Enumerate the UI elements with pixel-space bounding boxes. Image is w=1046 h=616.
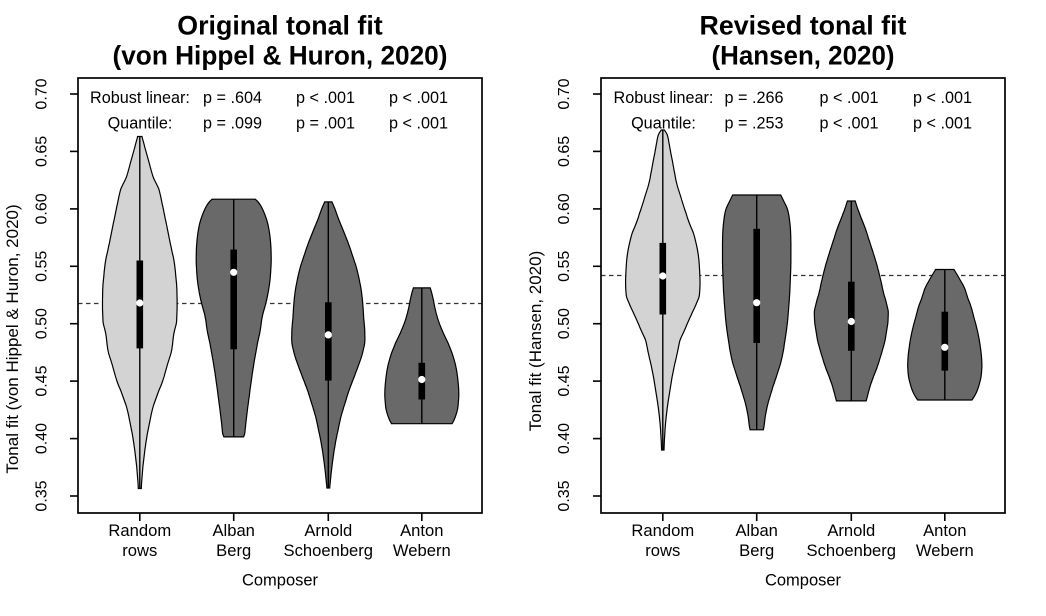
svg-text:p < .001: p < .001 (820, 115, 879, 133)
svg-text:Tonal fit (Hansen, 2020): Tonal fit (Hansen, 2020) (526, 251, 545, 432)
svg-text:0.55: 0.55 (556, 251, 573, 282)
svg-text:(Hansen, 2020): (Hansen, 2020) (712, 41, 895, 71)
svg-text:Webern: Webern (916, 541, 974, 560)
svg-text:p = .001: p = .001 (296, 115, 355, 133)
svg-text:0.50: 0.50 (556, 308, 573, 339)
svg-text:p < .001: p < .001 (913, 115, 972, 133)
svg-text:Anton: Anton (923, 521, 966, 540)
svg-text:p = .266: p = .266 (725, 89, 784, 107)
svg-text:p < .001: p < .001 (296, 89, 355, 107)
svg-text:p = .253: p = .253 (725, 115, 784, 133)
svg-text:p = .604: p = .604 (203, 89, 262, 107)
svg-text:Original tonal fit: Original tonal fit (177, 10, 383, 40)
svg-text:p < .001: p < .001 (389, 115, 448, 133)
svg-text:Arnold: Arnold (304, 521, 352, 540)
svg-text:Berg: Berg (216, 541, 251, 560)
svg-text:Tonal fit (von Hippel & Huron,: Tonal fit (von Hippel & Huron, 2020) (3, 204, 22, 473)
svg-text:0.60: 0.60 (34, 193, 51, 224)
svg-text:rows: rows (122, 541, 157, 560)
svg-text:Revised tonal fit: Revised tonal fit (700, 10, 907, 40)
svg-text:p < .001: p < .001 (820, 89, 879, 107)
svg-text:Alban: Alban (735, 521, 777, 540)
svg-text:Schoenberg: Schoenberg (807, 541, 897, 560)
svg-text:Berg: Berg (739, 541, 774, 560)
svg-text:0.35: 0.35 (34, 480, 51, 511)
svg-text:0.45: 0.45 (34, 365, 51, 396)
svg-text:Webern: Webern (393, 541, 451, 560)
svg-text:Quantile:: Quantile: (108, 115, 173, 133)
svg-text:0.60: 0.60 (556, 193, 573, 224)
svg-text:Schoenberg: Schoenberg (284, 541, 374, 560)
svg-text:p < .001: p < .001 (389, 89, 448, 107)
svg-text:p < .001: p < .001 (913, 89, 972, 107)
svg-text:0.40: 0.40 (556, 423, 573, 454)
svg-text:Robust linear:: Robust linear: (90, 89, 190, 107)
svg-text:Anton: Anton (400, 521, 443, 540)
svg-text:0.70: 0.70 (34, 78, 51, 109)
svg-text:0.65: 0.65 (34, 136, 51, 167)
svg-text:p = .099: p = .099 (203, 115, 262, 133)
svg-text:Composer: Composer (765, 572, 842, 590)
svg-text:Composer: Composer (242, 572, 319, 590)
svg-text:0.70: 0.70 (556, 78, 573, 109)
svg-text:Arnold: Arnold (827, 521, 875, 540)
svg-text:0.65: 0.65 (556, 136, 573, 167)
svg-text:Random: Random (108, 521, 171, 540)
svg-text:0.45: 0.45 (556, 365, 573, 396)
svg-text:0.40: 0.40 (34, 423, 51, 454)
svg-text:Random: Random (631, 521, 694, 540)
svg-text:(von Hippel & Huron, 2020): (von Hippel & Huron, 2020) (113, 41, 448, 71)
svg-text:Quantile:: Quantile: (631, 115, 696, 133)
svg-text:Robust linear:: Robust linear: (614, 89, 714, 107)
svg-text:0.55: 0.55 (34, 251, 51, 282)
svg-text:0.35: 0.35 (556, 480, 573, 511)
svg-text:Alban: Alban (212, 521, 254, 540)
svg-text:rows: rows (645, 541, 680, 560)
svg-text:0.50: 0.50 (34, 308, 51, 339)
